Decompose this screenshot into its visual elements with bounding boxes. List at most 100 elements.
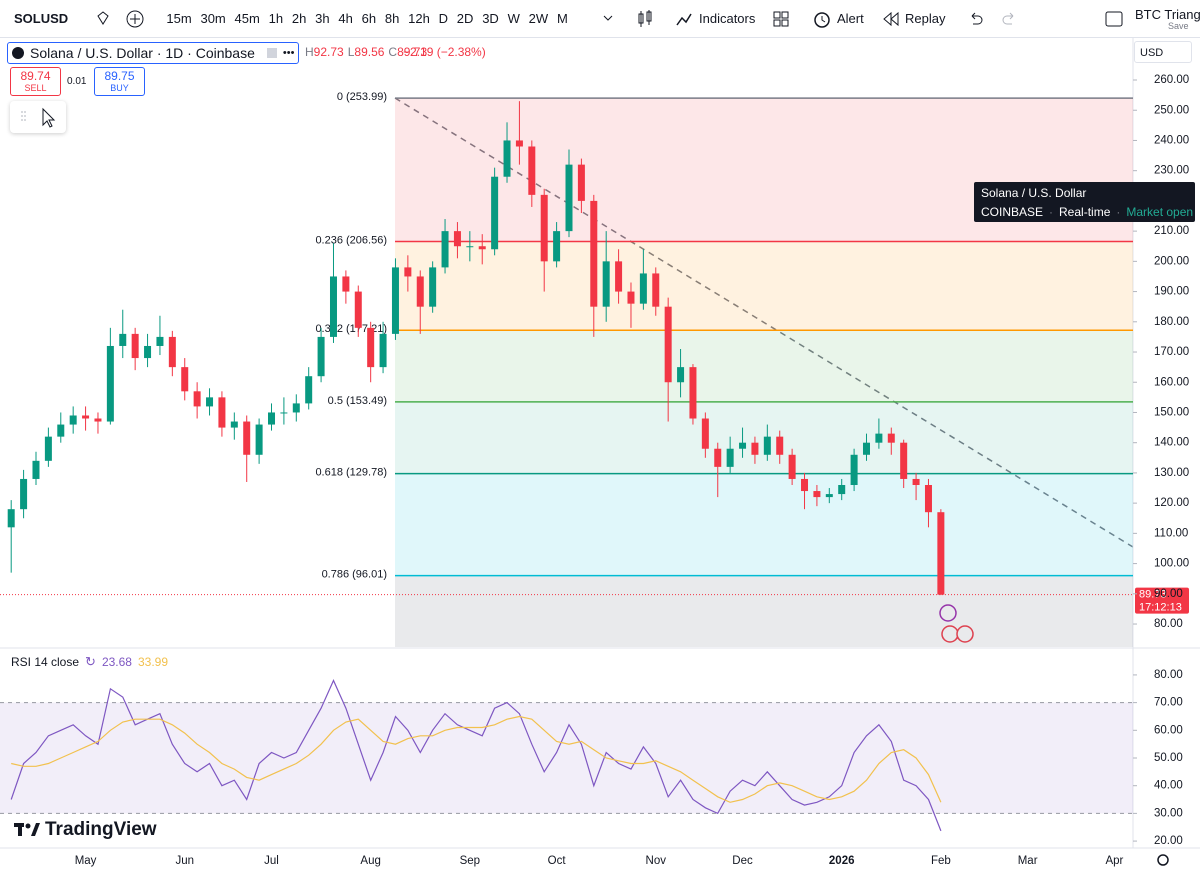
- candle-body: [206, 397, 214, 407]
- interval-button[interactable]: 3h: [315, 11, 330, 26]
- interval-button[interactable]: 30m: [200, 11, 226, 26]
- interval-button[interactable]: 45m: [234, 11, 260, 26]
- rsi-legend: RSI 14 close ↻ 23.68 33.99: [11, 654, 169, 669]
- candle-body: [69, 415, 77, 425]
- y-tick-label: 170.00: [1154, 346, 1189, 358]
- tooltip-status: Market open: [1126, 205, 1194, 219]
- fib-zone: [395, 241, 1133, 331]
- symbol[interactable]: SOLUSD: [14, 11, 69, 26]
- candle-body: [875, 433, 883, 443]
- sell-label: SELL: [24, 83, 47, 93]
- settings-icon[interactable]: [1157, 854, 1169, 866]
- candle-body: [106, 345, 114, 422]
- undo-button[interactable]: [967, 10, 985, 28]
- rsi-line: [11, 715, 942, 803]
- ohlc-key: H: [305, 45, 314, 59]
- candle-body: [553, 231, 561, 262]
- interval-button[interactable]: M: [556, 11, 568, 26]
- buy-button[interactable]: 89.75 BUY: [94, 67, 145, 96]
- candle-body: [317, 336, 325, 377]
- candle-body: [466, 246, 474, 248]
- candle-body: [218, 397, 226, 428]
- alert-icon[interactable]: [812, 9, 832, 29]
- y-tick-label: 130.00: [1154, 467, 1189, 479]
- candle-body: [354, 291, 362, 328]
- logo: TradingView: [14, 819, 157, 840]
- candle-body: [280, 412, 288, 414]
- interval-button[interactable]: 3D: [482, 11, 499, 26]
- tooltip-feed: Real-time: [1059, 205, 1111, 219]
- layout-icon[interactable]: [1105, 10, 1123, 28]
- fib-label: 0.5 (153.49): [328, 395, 387, 407]
- event-icon[interactable]: [939, 604, 957, 622]
- candle-body: [32, 460, 40, 479]
- interval-button[interactable]: 1h: [268, 11, 284, 26]
- drawing-toolbar[interactable]: [10, 101, 66, 133]
- y-tick-label: 120.00: [1154, 497, 1189, 509]
- interval-button[interactable]: 2h: [291, 11, 307, 26]
- candle-body: [391, 267, 399, 334]
- y-tick-label: 210.00: [1154, 225, 1189, 237]
- candle-body: [193, 391, 201, 407]
- interval-button[interactable]: D: [438, 11, 448, 26]
- candle-body: [367, 327, 375, 368]
- replay-button[interactable]: Replay: [905, 11, 946, 26]
- save-button[interactable]: Save: [1168, 21, 1189, 31]
- alert-button[interactable]: Alert: [837, 11, 864, 26]
- interval-button[interactable]: W: [507, 11, 520, 26]
- buy-price: 89.75: [104, 69, 135, 83]
- ohlc-value: 89.56: [354, 45, 385, 59]
- candle-body: [627, 291, 635, 304]
- x-tick-label: Dec: [732, 855, 753, 867]
- layout-name[interactable]: BTC Triangl: [1135, 7, 1200, 22]
- fib-zone: [395, 330, 1133, 402]
- interval-button[interactable]: 4h: [338, 11, 353, 26]
- layout-button[interactable]: [772, 10, 790, 28]
- dropdown[interactable]: [602, 12, 614, 24]
- indicators-button[interactable]: Indicators: [699, 11, 756, 26]
- interval-button[interactable]: 15m: [166, 11, 192, 26]
- spread: 0.01: [67, 76, 87, 87]
- y-tick-label: 190.00: [1154, 286, 1189, 298]
- x-tick-label: Apr: [1105, 855, 1123, 867]
- interval-button[interactable]: 6h: [361, 11, 377, 26]
- interval-button[interactable]: 2W: [528, 11, 549, 26]
- rsi-value: 23.68: [101, 655, 132, 669]
- ohlc-legend: H 92.73 L 89.56 C 89.73: [305, 45, 427, 59]
- ohlc-key: L: [347, 45, 355, 59]
- currency[interactable]: USD: [1134, 41, 1192, 63]
- candle-body: [590, 200, 598, 307]
- interval-button[interactable]: 8h: [384, 11, 400, 26]
- y-tick-label: 160.00: [1154, 376, 1189, 388]
- candle-body: [453, 231, 461, 247]
- candle-body: [82, 415, 90, 419]
- last-price-label: 89.73: [1139, 589, 1167, 601]
- redo-button[interactable]: [1000, 10, 1018, 28]
- candle-body: [404, 267, 412, 277]
- last-price-box: [1135, 587, 1189, 614]
- fib-label: 0.382 (177.21): [315, 323, 387, 335]
- candle-body: [540, 194, 548, 262]
- candle-body: [528, 146, 536, 195]
- rsi-title: RSI 14 close: [11, 655, 80, 669]
- cursor-icon[interactable]: [10, 101, 66, 133]
- interval-button[interactable]: 2D: [456, 11, 474, 26]
- chart-type-button[interactable]: [636, 9, 654, 29]
- candle-body: [515, 140, 523, 147]
- symbol-legend[interactable]: Solana / U.S. Dollar · 1D · Coinbase •••: [7, 42, 300, 64]
- candle-body: [379, 333, 387, 368]
- icon[interactable]: [95, 10, 111, 26]
- ohlc-key: C: [388, 45, 398, 59]
- sell-button[interactable]: 89.74 SELL: [10, 67, 61, 96]
- interval-button[interactable]: 12h: [408, 11, 430, 26]
- fib-label: 0.236 (206.56): [315, 234, 387, 246]
- replay-icon[interactable]: [882, 11, 900, 27]
- y-tick-label: 40.00: [1154, 780, 1183, 792]
- compare-button[interactable]: [125, 9, 145, 29]
- candle-body: [900, 442, 908, 479]
- indicators-icon[interactable]: [675, 10, 693, 28]
- y-tick-label: 60.00: [1154, 724, 1183, 736]
- toolbar: SOLUSD 15m 30m 45m 1h 2h 3h 4h 6h 8h 12h D 2D 3D W 2W M…: [0, 0, 1200, 38]
- candle-body: [416, 276, 424, 307]
- event-icon[interactable]: [956, 625, 974, 643]
